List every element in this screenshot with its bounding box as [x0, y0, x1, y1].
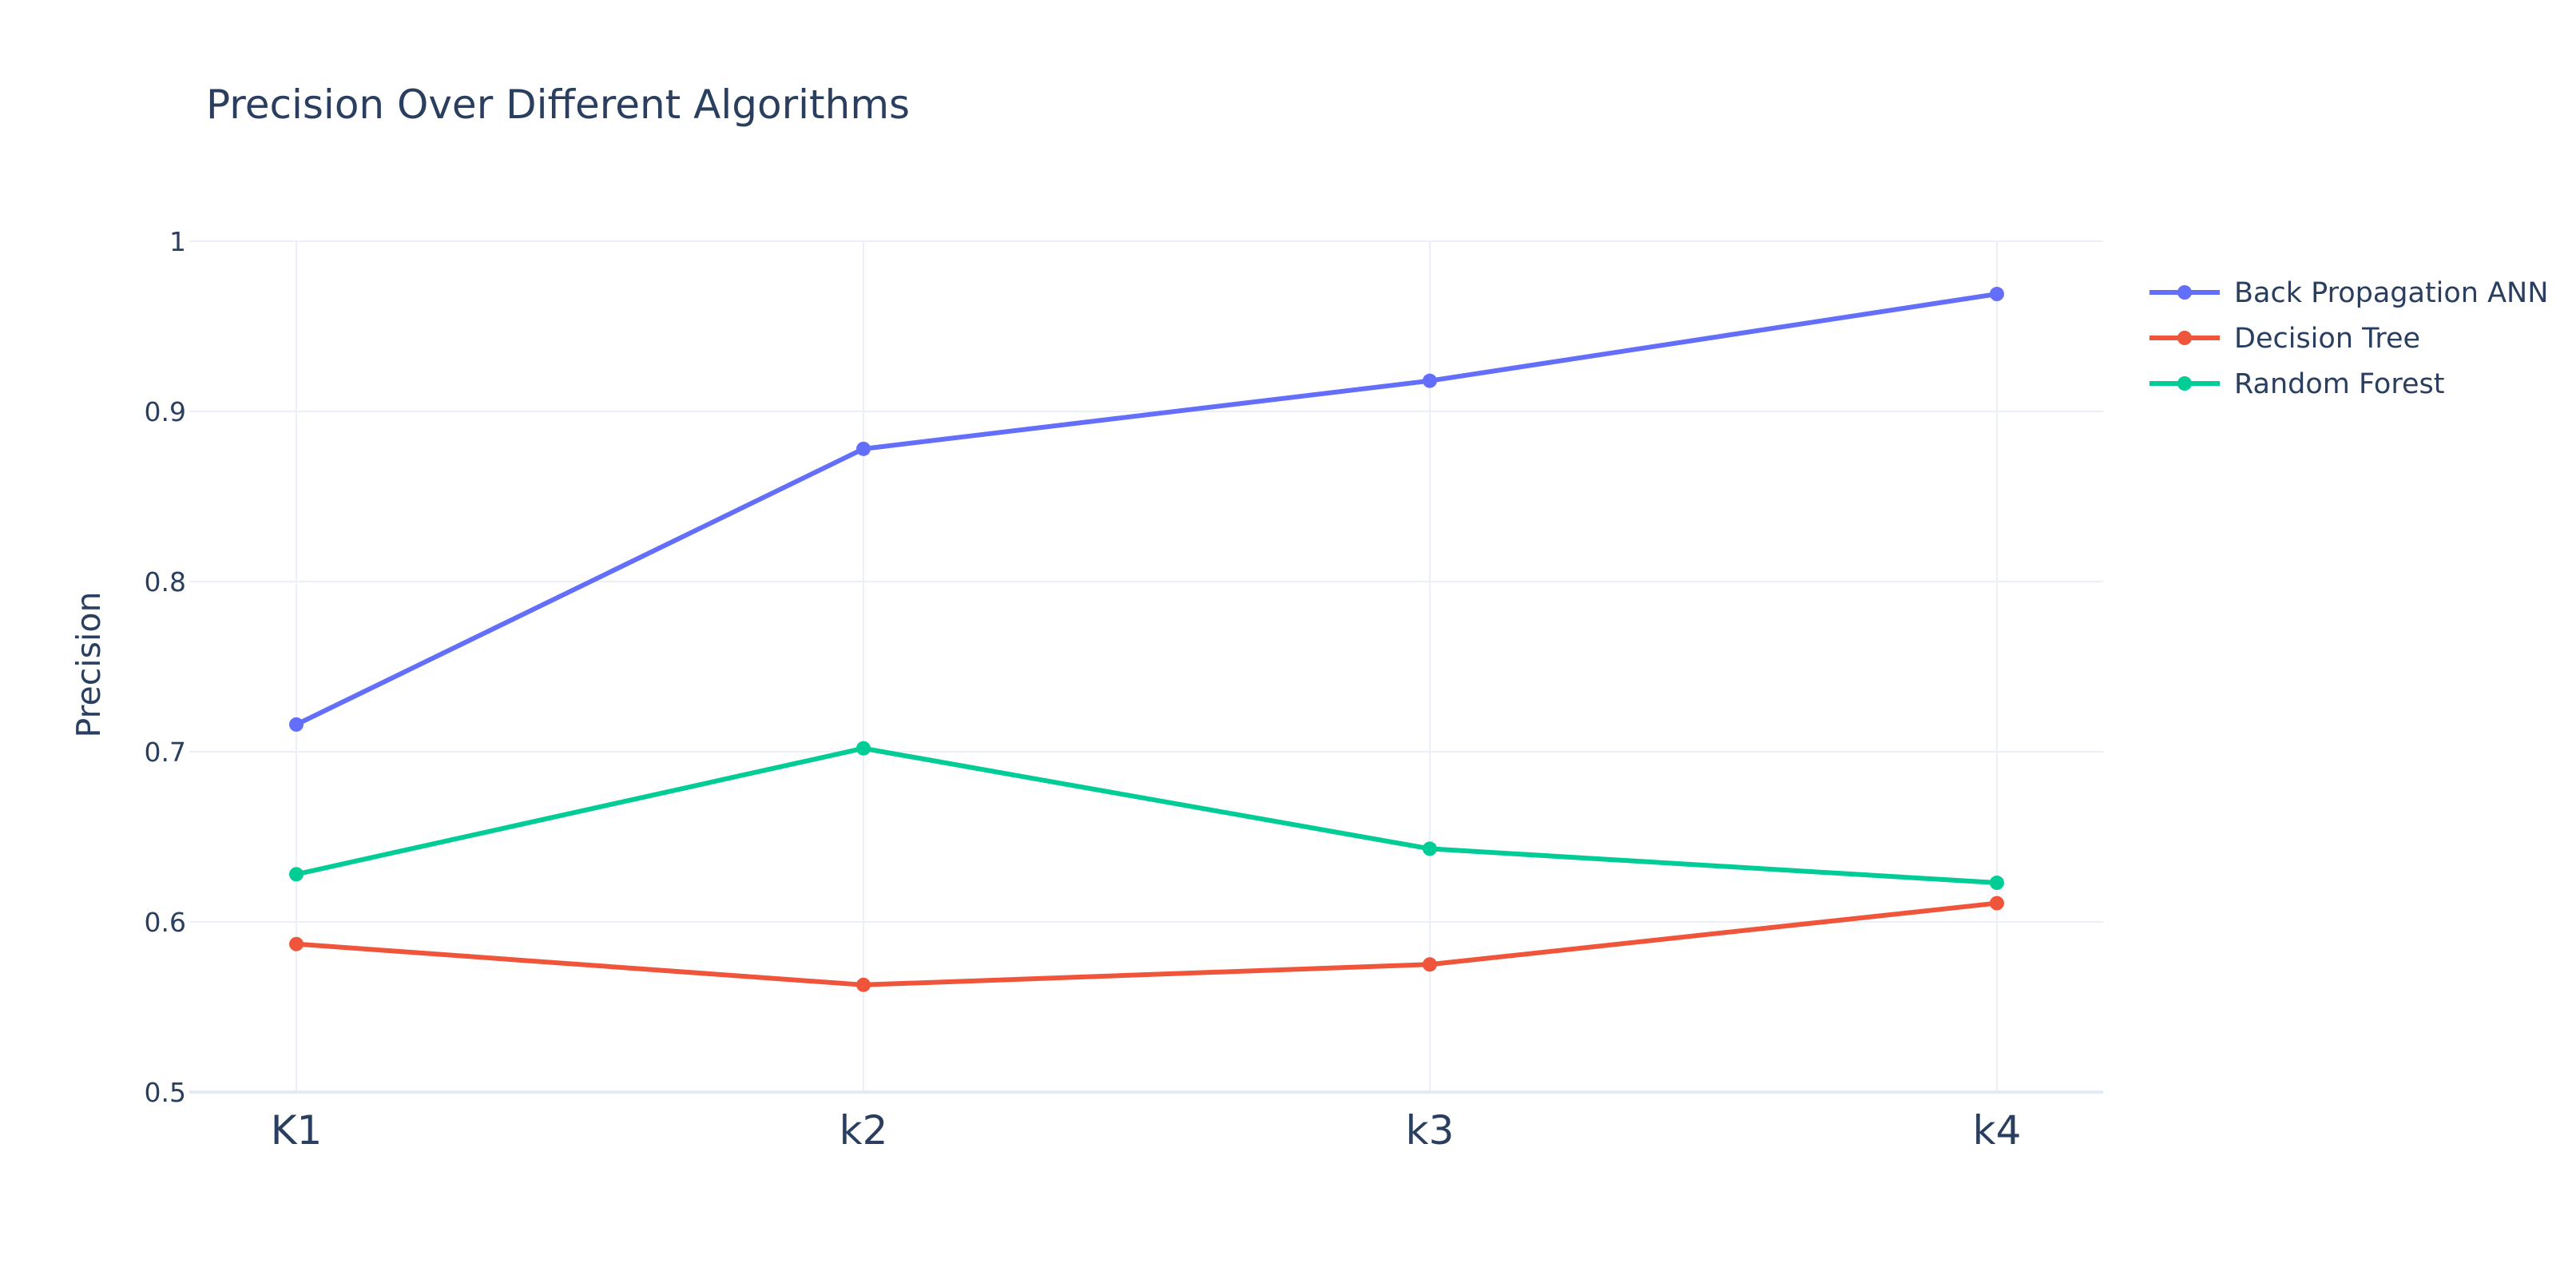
data-point[interactable]: [1423, 957, 1437, 972]
series-line: [294, 292, 1999, 727]
legend-label: Decision Tree: [2234, 323, 2420, 355]
legend-swatch-marker: [2177, 376, 2192, 391]
data-series: [289, 287, 2004, 992]
y-axis-title: Precision: [69, 592, 108, 738]
data-point[interactable]: [1423, 841, 1437, 856]
legend: Back Propagation ANN Decision Tree Random …: [2149, 277, 2548, 400]
series-group: [289, 896, 2004, 992]
y-tick-label: 0.8: [145, 566, 186, 598]
legend-item[interactable]: Back Propagation ANN: [2149, 277, 2548, 309]
x-tick-label: k4: [1973, 1107, 2022, 1154]
chart-title: Precision Over Different Algorithms: [206, 81, 910, 128]
legend-item[interactable]: Decision Tree: [2149, 323, 2420, 355]
legend-swatch-marker: [2177, 285, 2192, 300]
series-group: [289, 741, 2004, 891]
legend-label: Random Forest: [2234, 368, 2444, 400]
data-point[interactable]: [1990, 896, 2004, 911]
data-point[interactable]: [289, 867, 304, 882]
series-group: [289, 287, 2004, 732]
y-tick-label: 0.6: [145, 907, 186, 938]
y-tick-label: 0.5: [145, 1077, 186, 1108]
data-point[interactable]: [856, 741, 871, 756]
series-line: [294, 745, 1999, 886]
legend-item[interactable]: Random Forest: [2149, 368, 2444, 400]
series-line: [294, 900, 1999, 987]
legend-swatch-marker: [2177, 331, 2192, 345]
data-point[interactable]: [289, 936, 304, 951]
axes: 0.5 0.6 0.7 0.8 0.9 1 K1 k2 k3 k4: [145, 226, 2022, 1154]
x-tick-label: K1: [271, 1107, 323, 1154]
data-point[interactable]: [289, 717, 304, 732]
data-point[interactable]: [1990, 876, 2004, 891]
y-tick-label: 0.9: [145, 396, 186, 427]
data-point[interactable]: [856, 441, 871, 456]
x-tick-label: k2: [839, 1107, 888, 1154]
data-point[interactable]: [856, 977, 871, 992]
data-point[interactable]: [1423, 373, 1437, 388]
data-point[interactable]: [1990, 287, 2004, 302]
legend-label: Back Propagation ANN: [2234, 277, 2548, 309]
x-tick-label: k3: [1406, 1107, 1455, 1154]
y-tick-label: 1: [169, 226, 186, 257]
y-tick-label: 0.7: [145, 737, 186, 768]
